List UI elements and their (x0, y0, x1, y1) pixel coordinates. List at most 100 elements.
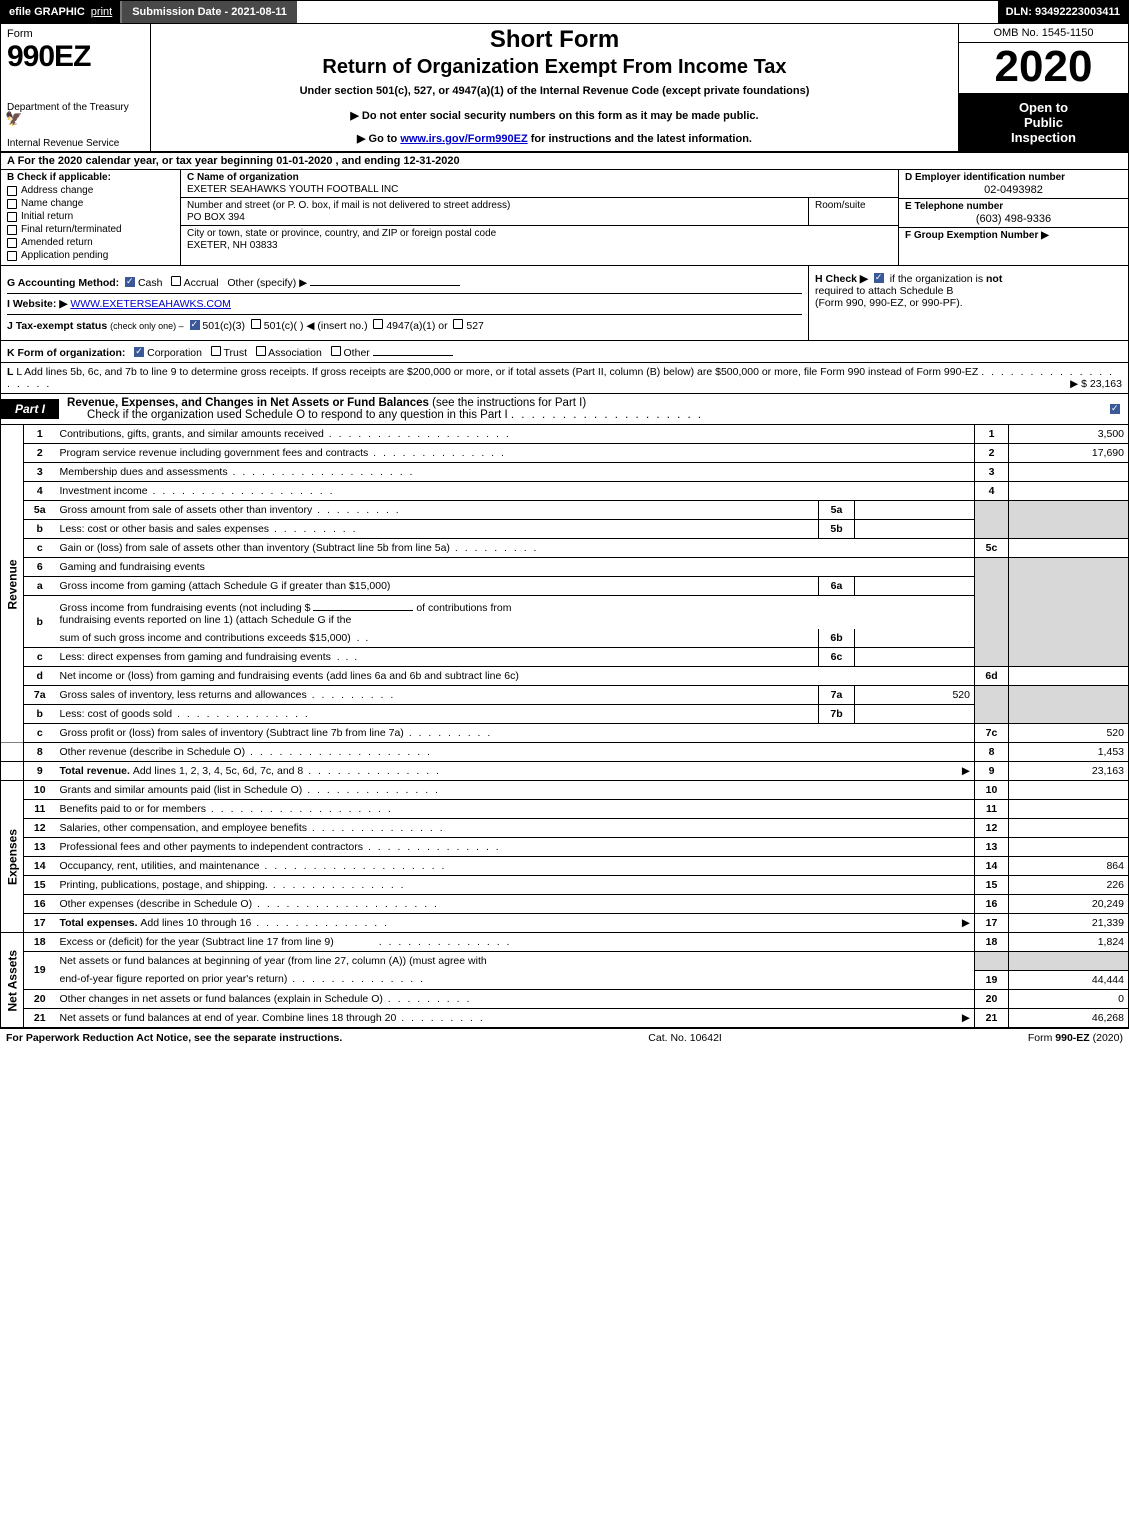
line-desc: Less: cost or other basis and sales expe… (60, 523, 270, 535)
line-14: 14 Occupancy, rent, utilities, and maint… (1, 857, 1129, 876)
chk-final-return[interactable]: Final return/terminated (7, 224, 174, 235)
line-8: 8 Other revenue (describe in Schedule O)… (1, 743, 1129, 762)
rt-no: 20 (975, 989, 1009, 1008)
k-other: Other (344, 347, 370, 359)
line-desc: Other revenue (describe in Schedule O) (60, 746, 246, 758)
line-6b-2: sum of such gross income and contributio… (1, 629, 1129, 648)
chk-application-pending[interactable]: Application pending (7, 250, 174, 261)
line-desc: Salaries, other compensation, and employ… (60, 822, 307, 834)
tax-year: 2020 (959, 43, 1128, 94)
chk-initial-return[interactable]: Initial return (7, 211, 174, 222)
dots (368, 447, 506, 459)
line-desc: Total revenue. (60, 765, 133, 777)
line-6: 6 Gaming and fundraising events (1, 558, 1129, 577)
mini-val (855, 648, 975, 667)
j-note: (check only one) ‒ (110, 321, 184, 331)
chk-address-change[interactable]: Address change (7, 185, 174, 196)
dots (148, 485, 335, 497)
rt-val: 23,163 (1009, 762, 1129, 781)
rt-shade (1009, 501, 1129, 539)
efile-text: efile GRAPHIC (9, 6, 85, 18)
rt-shade (975, 686, 1009, 724)
org-name: EXETER SEAHAWKS YOUTH FOOTBALL INC (187, 184, 892, 195)
website-link[interactable]: WWW.EXETERSEAHAWKS.COM (70, 298, 231, 310)
mini-no: 7b (819, 705, 855, 724)
dots (251, 917, 389, 929)
rt-val (1009, 800, 1129, 819)
section-expenses: Expenses (1, 781, 24, 933)
dots (287, 973, 425, 985)
goto-line: ▶ Go to www.irs.gov/Form990EZ for instru… (159, 132, 950, 145)
line-desc: Net assets or fund balances at end of ye… (60, 1012, 397, 1024)
k-assoc: Association (268, 347, 322, 359)
k-other-fill[interactable] (373, 344, 453, 356)
line-desc: Gain or (loss) from sale of assets other… (60, 542, 450, 554)
line-desc1: Gross income from fundraising events (no… (60, 602, 311, 614)
rt-shade (975, 558, 1009, 667)
col-def: D Employer identification number 02-0493… (898, 170, 1128, 265)
form-number: 990EZ (7, 40, 144, 74)
dots (324, 428, 511, 440)
arrow-icon (962, 917, 970, 929)
contrib-fill[interactable] (313, 599, 413, 611)
line-desc: Other changes in net assets or fund bala… (60, 993, 383, 1005)
mini-no: 6a (819, 577, 855, 596)
line-10: Expenses 10 Grants and similar amounts p… (1, 781, 1129, 800)
rt-no: 17 (975, 914, 1009, 933)
line-no: c (24, 539, 56, 558)
mini-val (855, 705, 975, 724)
chk-label: Final return/terminated (21, 224, 122, 235)
line-6d: d Net income or (loss) from gaming and f… (1, 667, 1129, 686)
g-other-fill[interactable] (310, 274, 460, 286)
line-desc: Benefits paid to or for members (60, 803, 206, 815)
mini-no: 6b (819, 629, 855, 648)
line-19b: end-of-year figure reported on prior yea… (1, 970, 1129, 989)
section-side-blank (1, 762, 24, 781)
part1-scho-check[interactable] (1110, 403, 1128, 416)
ssn-warning: ▶ Do not enter social security numbers o… (159, 109, 950, 122)
rt-val: 864 (1009, 857, 1129, 876)
checkbox-icon (7, 238, 17, 248)
rt-no: 6d (975, 667, 1009, 686)
line-desc: Gross amount from sale of assets other t… (60, 504, 313, 516)
chk-name-change[interactable]: Name change (7, 198, 174, 209)
rt-shade (975, 501, 1009, 539)
line-11: 11 Benefits paid to or for members 11 (1, 800, 1129, 819)
city-label: City or town, state or province, country… (187, 228, 892, 239)
open-to-public: Open to Public Inspection (959, 94, 1128, 151)
rt-val: 0 (1009, 989, 1129, 1008)
section-revenue: Revenue (1, 425, 24, 743)
line-no: 2 (24, 444, 56, 463)
dots (228, 466, 415, 478)
g-accrual: Accrual (184, 277, 219, 289)
print-link[interactable]: print (91, 6, 112, 18)
line-17: 17 Total expenses. Add lines 10 through … (1, 914, 1129, 933)
line-no: 10 (24, 781, 56, 800)
line-desc: Occupancy, rent, utilities, and maintena… (60, 860, 260, 872)
line-desc: Less: direct expenses from gaming and fu… (60, 651, 331, 663)
line-no: 6 (24, 558, 56, 577)
rt-val (1009, 539, 1129, 558)
j-527: 527 (466, 320, 484, 332)
irs-link[interactable]: www.irs.gov/Form990EZ (400, 133, 527, 145)
rt-no: 12 (975, 819, 1009, 838)
line-no: d (24, 667, 56, 686)
line-desc3: fundraising events reported on line 1) (… (60, 614, 971, 626)
checkbox-icon (211, 346, 221, 356)
goto-pre: ▶ Go to (357, 133, 400, 145)
line-5c: c Gain or (loss) from sale of assets oth… (1, 539, 1129, 558)
rt-shade (1009, 558, 1129, 667)
phone-value: (603) 498-9336 (905, 213, 1122, 225)
rt-no: 7c (975, 724, 1009, 743)
line-desc: Gross profit or (loss) from sales of inv… (60, 727, 404, 739)
line-no: 13 (24, 838, 56, 857)
line-desc: Less: cost of goods sold (60, 708, 173, 720)
line-no: 3 (24, 463, 56, 482)
omb-number: OMB No. 1545-1150 (959, 24, 1128, 43)
b-title: B Check if applicable: (7, 172, 174, 183)
chk-label: Address change (21, 185, 93, 196)
dots (312, 504, 401, 516)
line-7b: b Less: cost of goods sold 7b (1, 705, 1129, 724)
chk-amended-return[interactable]: Amended return (7, 237, 174, 248)
mini-no: 5a (819, 501, 855, 520)
